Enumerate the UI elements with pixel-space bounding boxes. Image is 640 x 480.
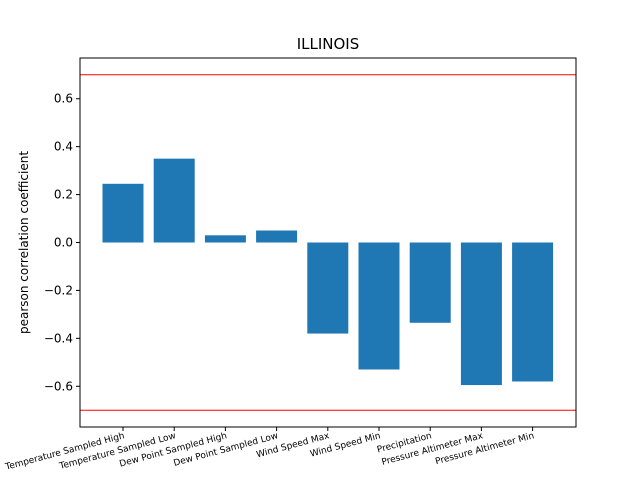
reference-lines-group [80, 74, 576, 411]
bar [358, 242, 400, 370]
bar [256, 230, 298, 243]
bar [102, 183, 144, 243]
bar [460, 242, 502, 386]
bar [204, 235, 246, 243]
y-axis-label: pearson correlation coefficient [17, 151, 31, 334]
bar [512, 242, 554, 382]
bar [307, 242, 349, 334]
bars-group [102, 158, 554, 386]
y-tick-label: 0.4 [54, 140, 73, 154]
y-tick-label: 0.0 [54, 236, 73, 250]
bar [153, 158, 195, 243]
y-tick-label: −0.4 [44, 331, 73, 345]
bar [409, 242, 451, 323]
y-tick-label: −0.2 [44, 283, 73, 297]
y-tick-label: 0.6 [54, 92, 73, 106]
chart-title: ILLINOIS [297, 35, 360, 53]
y-tick-label: −0.6 [44, 379, 73, 393]
y-axis-ticks: −0.6 −0.4 −0.2 0.0 0.2 0.4 0.6 [44, 92, 80, 393]
y-tick-label: 0.2 [54, 188, 73, 202]
